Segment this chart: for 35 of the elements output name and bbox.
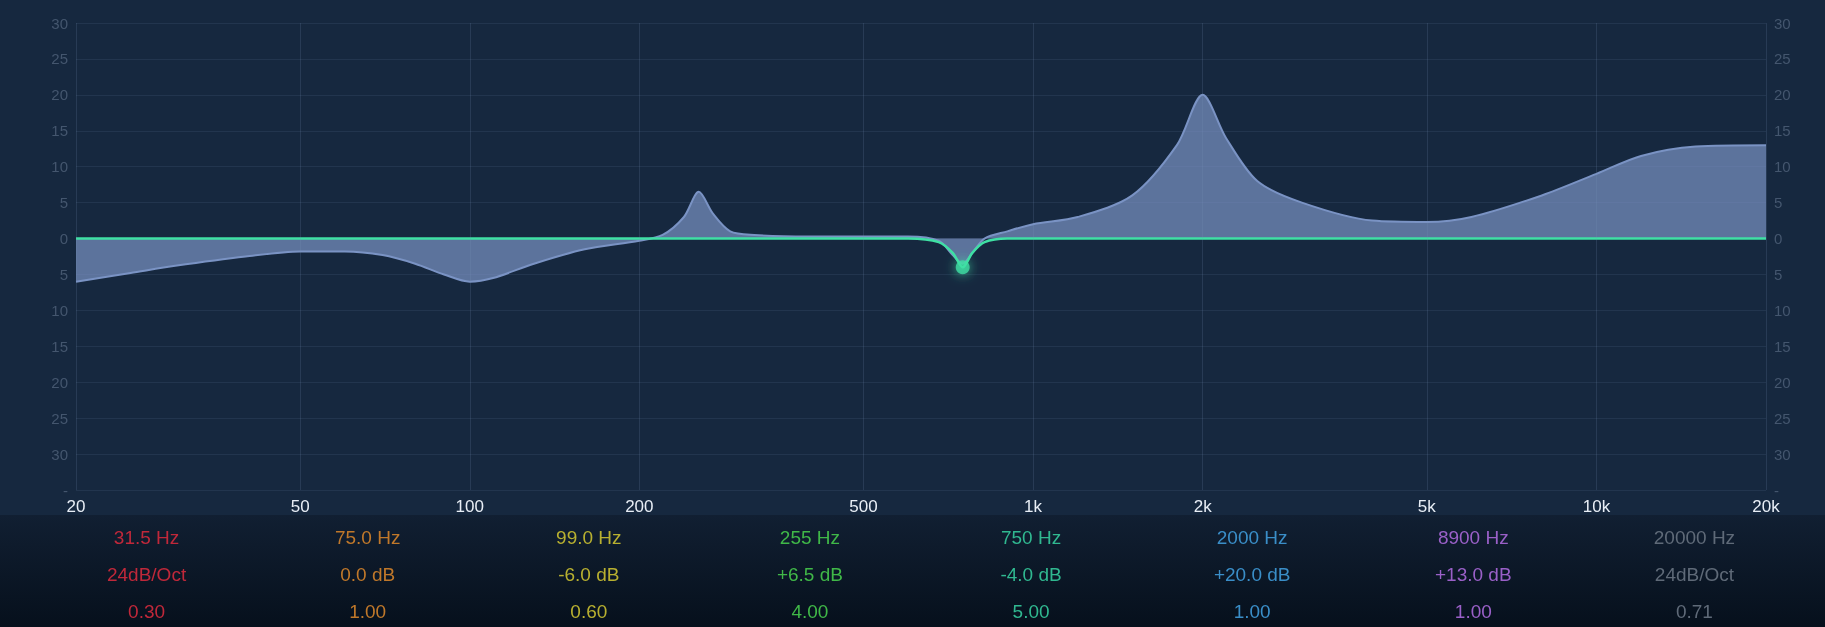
- text: 0.71: [1675, 600, 1713, 624]
- text: 0.60: [570, 600, 608, 624]
- x-tick-label: 200: [625, 497, 654, 516]
- text: 1.00: [1454, 600, 1492, 624]
- x-tick-label: 10k: [1582, 497, 1611, 516]
- text: -6.0 dB: [558, 563, 620, 587]
- text: 255 Hz: [779, 526, 841, 550]
- text: 75.0 Hz: [334, 526, 401, 550]
- text: 20000 Hz: [1653, 526, 1736, 550]
- y-tick-label: -: [63, 481, 68, 499]
- text: 0.30: [128, 600, 166, 624]
- text: +20.0 dB: [1213, 563, 1291, 587]
- y2-tick-label: -: [1774, 481, 1779, 499]
- text: 24dB/Oct: [1654, 563, 1735, 587]
- text: 31.5 Hz: [113, 526, 180, 550]
- x-tick-label: 100: [455, 497, 484, 516]
- text: 1.00: [349, 600, 387, 624]
- text: 99.0 Hz: [556, 526, 622, 550]
- text: 24dB/Oct: [106, 563, 187, 587]
- text: 0.0 dB: [340, 563, 396, 587]
- x-tick-label: 50: [290, 497, 310, 516]
- text: 2000 Hz: [1216, 526, 1288, 550]
- x-tick-label: 500: [849, 497, 878, 516]
- text: +6.5 dB: [776, 563, 843, 587]
- text: +13.0 dB: [1435, 563, 1512, 587]
- text: 4.00: [791, 600, 829, 624]
- text: 1.00: [1233, 600, 1271, 624]
- x-tick-label: 1k: [1024, 497, 1043, 516]
- text: 5.00: [1012, 600, 1050, 624]
- text: 8900 Hz: [1437, 526, 1509, 550]
- x-tick-label: 5k: [1417, 497, 1437, 516]
- x-tick-label: 20k: [1752, 497, 1781, 516]
- text: 750 Hz: [1000, 526, 1062, 550]
- x-tick-label: 2k: [1193, 497, 1213, 516]
- text: -4.0 dB: [1000, 563, 1062, 587]
